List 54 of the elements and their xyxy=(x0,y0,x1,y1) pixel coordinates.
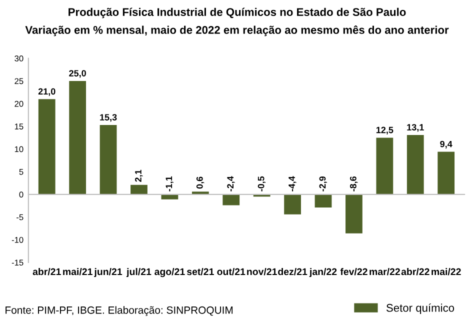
data-label: 21,0 xyxy=(38,88,56,96)
y-tick-label: -10 xyxy=(12,236,24,243)
data-label: 15,3 xyxy=(100,114,117,122)
bar xyxy=(100,125,117,194)
y-tick-label: 10 xyxy=(14,146,24,152)
data-label: -4,4 xyxy=(288,176,296,192)
y-tick-label: 15 xyxy=(14,124,24,130)
y-tick-label: 5 xyxy=(19,169,24,175)
bar xyxy=(69,81,86,194)
data-label: -8,6 xyxy=(350,176,358,192)
bar xyxy=(346,194,362,234)
x-tick-label: dez/21 xyxy=(278,268,308,276)
x-tick-label: ago/21 xyxy=(154,268,185,278)
data-label: 25,0 xyxy=(69,70,86,78)
bar xyxy=(192,192,209,194)
data-label: -1,1 xyxy=(166,176,174,192)
x-tick-label: jun/21 xyxy=(94,268,122,278)
data-label: -0,5 xyxy=(258,176,266,192)
source-note: Fonte: PIM-PF, IBGE. Elaboração: SINPROQUIM xyxy=(6,306,233,316)
bar xyxy=(130,184,148,194)
x-tick-label: mai/22 xyxy=(432,268,461,276)
bar xyxy=(314,194,332,208)
y-tick-label: 20 xyxy=(14,100,24,107)
bar xyxy=(284,194,301,214)
x-tick-label: out/21 xyxy=(217,268,246,276)
chart-subtitle: Variação em % mensal, maio de 2022 em relação ao mesmo mês do ano anterior xyxy=(25,25,449,36)
x-tick-label: set/21 xyxy=(186,268,214,276)
bar xyxy=(222,194,240,206)
bar xyxy=(406,134,424,194)
bar xyxy=(438,152,455,194)
x-tick-label: mai/21 xyxy=(63,268,92,276)
x-tick-label: abr/21 xyxy=(32,268,61,276)
data-label: 13,1 xyxy=(407,124,424,132)
bar xyxy=(376,138,394,194)
y-tick-label: 0 xyxy=(19,192,24,198)
x-tick-label: jul/21 xyxy=(126,268,152,278)
chart-title: Produção Física Industrial de Químicos no Estado de São Paulo xyxy=(68,8,406,18)
data-label: -2,9 xyxy=(319,176,327,192)
bar xyxy=(38,99,56,194)
data-label: 0,6 xyxy=(196,176,204,189)
legend-label: Setor químico xyxy=(386,304,454,314)
y-tick-label: 30 xyxy=(14,56,24,62)
x-tick-label: jan/22 xyxy=(309,268,337,278)
x-tick-label: fev/22 xyxy=(340,268,368,276)
y-tick-label: 25 xyxy=(14,78,24,84)
data-label: -2,4 xyxy=(227,176,235,192)
data-label: 9,4 xyxy=(440,140,452,149)
y-tick-label: -15 xyxy=(12,260,24,266)
data-label: 2,1 xyxy=(135,170,143,182)
x-tick-label: nov/21 xyxy=(247,268,277,276)
x-tick-label: mar/22 xyxy=(370,268,400,276)
data-label: 12,5 xyxy=(376,126,394,135)
x-tick-label: abr/22 xyxy=(401,268,430,276)
y-tick-label: -5 xyxy=(16,214,24,220)
